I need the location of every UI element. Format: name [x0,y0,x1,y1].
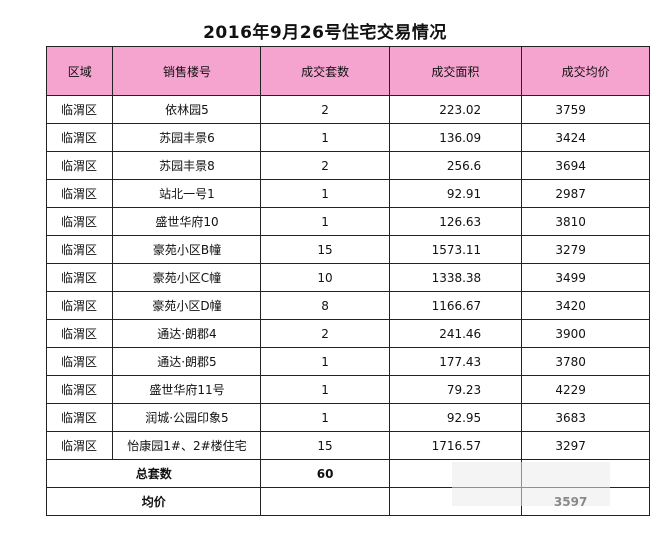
header-row: 区域 销售楼号 成交套数 成交面积 成交均价 [45,46,650,96]
cell-price: 3420 [521,291,650,320]
table-row: 临渭区 怡康园1#、2#楼住宅 15 1716.57 3297 [45,431,650,460]
cell-size: 92.91 [388,179,523,208]
average-label: 均价 [45,487,262,516]
cell-size: 1166.67 [388,291,523,320]
table-body: 临渭区 依林园5 2 223.02 3759 临渭区 苏园丰景6 1 136.09 3424 临渭区… [45,95,650,460]
cell-units: 15 [260,431,390,460]
header-units: 成交套数 [260,46,390,96]
cell-size: 256.6 [388,151,523,180]
table-row: 临渭区 苏园丰景6 1 136.09 3424 [45,123,650,152]
cell-price: 3683 [521,403,650,432]
cell-units: 1 [260,179,390,208]
cell-units: 2 [260,319,390,348]
page-title: 2016年9月26号住宅交易情况 [203,23,447,43]
table-row: 临渭区 依林园5 2 223.02 3759 [45,95,650,124]
table-row: 临渭区 豪苑小区C幢 10 1338.38 3499 [45,263,650,292]
cell-building: 怡康园1#、2#楼住宅 [112,431,262,460]
header-area: 区域 [45,46,114,96]
total-units: 60 [260,459,390,488]
header-price: 成交均价 [521,46,650,96]
table-row: 临渭区 通达·朗郡4 2 241.46 3900 [45,319,650,348]
cell-building: 豪苑小区D幢 [112,291,262,320]
cell-price: 3900 [521,319,650,348]
cell-units: 1 [260,375,390,404]
cell-building: 站北一号1 [112,179,262,208]
cell-area: 临渭区 [45,123,114,152]
cell-area: 临渭区 [45,319,114,348]
cell-price: 2987 [521,179,650,208]
table-row: 临渭区 豪苑小区B幢 15 1573.11 3279 [45,235,650,264]
cell-price: 4229 [521,375,650,404]
cell-building: 盛世华府11号 [112,375,262,404]
table-row: 临渭区 盛世华府11号 1 79.23 4229 [45,375,650,404]
cell-building: 苏园丰景8 [112,151,262,180]
table-row: 临渭区 盛世华府10 1 126.63 3810 [45,207,650,236]
cell-size: 79.23 [388,375,523,404]
cell-building: 苏园丰景6 [112,123,262,152]
cell-units: 8 [260,291,390,320]
cell-area: 临渭区 [45,291,114,320]
cell-size: 177.43 [388,347,523,376]
table-row: 临渭区 豪苑小区D幢 8 1166.67 3420 [45,291,650,320]
table-row: 临渭区 苏园丰景8 2 256.6 3694 [45,151,650,180]
cell-area: 临渭区 [45,235,114,264]
table-row: 临渭区 润城·公园印象5 1 92.95 3683 [45,403,650,432]
cell-size: 1716.57 [388,431,523,460]
cell-size: 1573.11 [388,235,523,264]
cell-price: 3499 [521,263,650,292]
cell-units: 1 [260,123,390,152]
cell-price: 3279 [521,235,650,264]
cell-price: 3759 [521,95,650,124]
cell-price: 3810 [521,207,650,236]
cell-area: 临渭区 [45,95,114,124]
cell-size: 1338.38 [388,263,523,292]
cell-size: 136.09 [388,123,523,152]
cell-building: 豪苑小区C幢 [112,263,262,292]
cell-building: 通达·朗郡5 [112,347,262,376]
cell-area: 临渭区 [45,347,114,376]
cell-area: 临渭区 [45,151,114,180]
cell-units: 2 [260,151,390,180]
header-size: 成交面积 [388,46,523,96]
cell-building: 豪苑小区B幢 [112,235,262,264]
cell-units: 1 [260,207,390,236]
cell-size: 241.46 [388,319,523,348]
cell-units: 1 [260,403,390,432]
header-building: 销售楼号 [112,46,262,96]
cell-price: 3694 [521,151,650,180]
watermark-overlay [452,462,610,506]
cell-building: 通达·朗郡4 [112,319,262,348]
cell-size: 92.95 [388,403,523,432]
table-row: 临渭区 通达·朗郡5 1 177.43 3780 [45,347,650,376]
total-label: 总套数 [45,459,262,488]
cell-building: 依林园5 [112,95,262,124]
cell-area: 临渭区 [45,403,114,432]
cell-units: 15 [260,235,390,264]
average-units-empty [260,487,390,516]
cell-area: 临渭区 [45,179,114,208]
cell-area: 临渭区 [45,263,114,292]
cell-size: 126.63 [388,207,523,236]
cell-units: 1 [260,347,390,376]
cell-units: 2 [260,95,390,124]
table-row: 临渭区 站北一号1 1 92.91 2987 [45,179,650,208]
cell-area: 临渭区 [45,207,114,236]
cell-units: 10 [260,263,390,292]
cell-price: 3424 [521,123,650,152]
cell-price: 3297 [521,431,650,460]
cell-size: 223.02 [388,95,523,124]
cell-area: 临渭区 [45,375,114,404]
cell-building: 盛世华府10 [112,207,262,236]
cell-building: 润城·公园印象5 [112,403,262,432]
cell-area: 临渭区 [45,431,114,460]
transaction-table: 区域 销售楼号 成交套数 成交面积 成交均价 临渭区 依林园5 2 223.02 375… [45,46,650,516]
cell-price: 3780 [521,347,650,376]
